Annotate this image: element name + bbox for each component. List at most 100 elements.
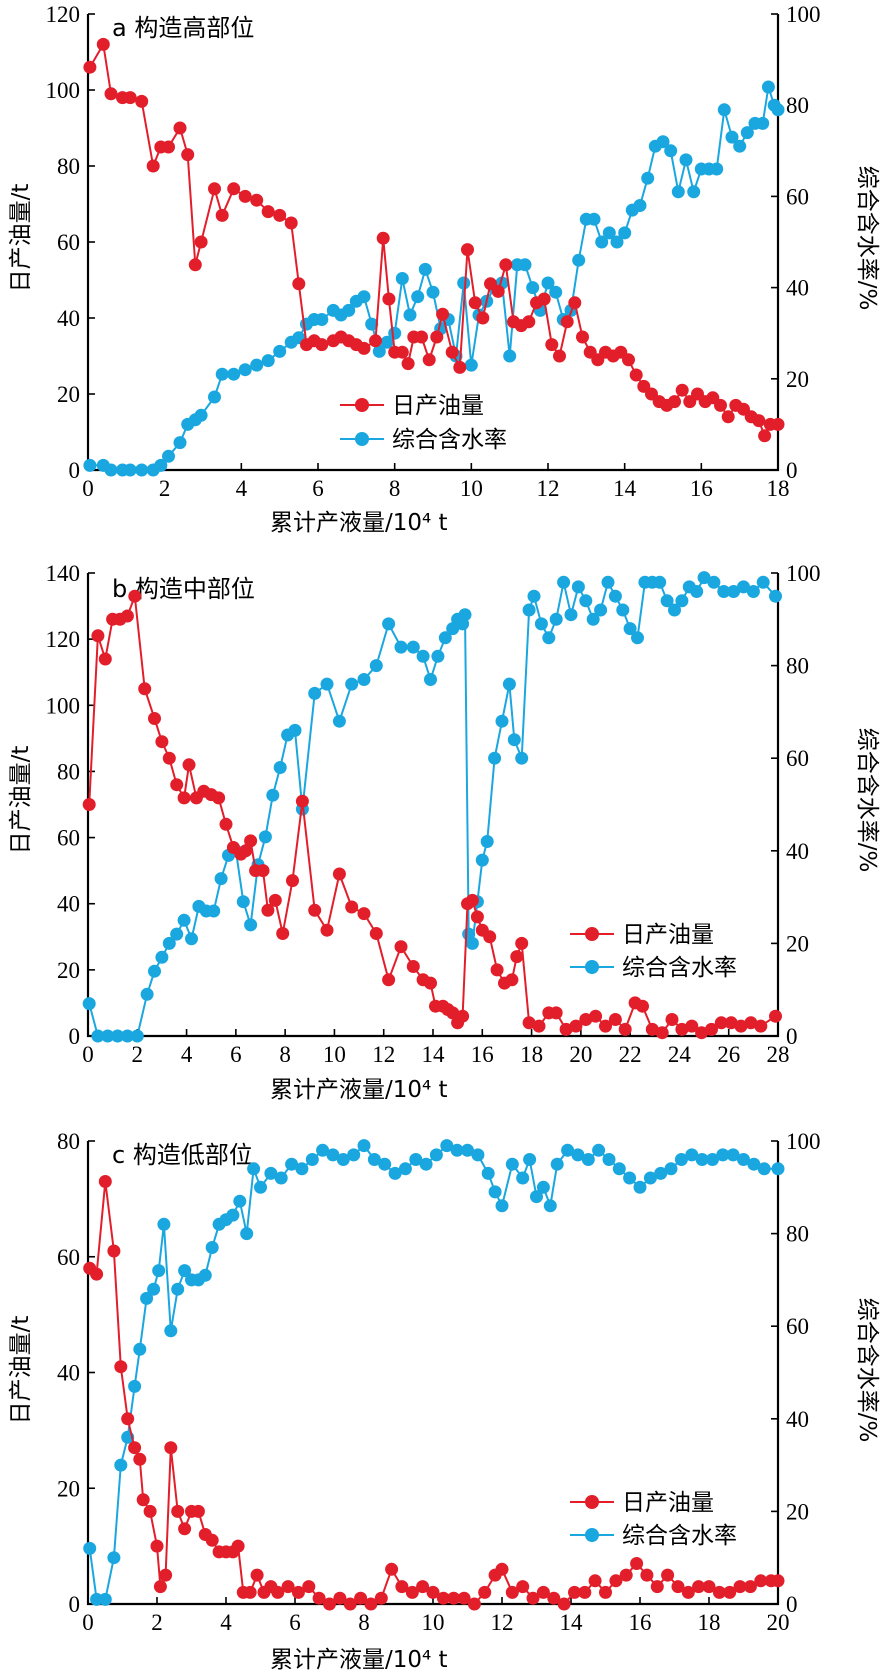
x-tick-label: 4	[236, 476, 248, 501]
data-point-water	[238, 363, 252, 377]
data-point-water	[431, 649, 445, 663]
data-point-water	[236, 895, 250, 909]
x-tick-label: 4	[181, 1042, 193, 1067]
x-tick-label: 26	[717, 1042, 740, 1067]
y-tick-label: 100	[46, 78, 81, 103]
data-point-water	[369, 659, 383, 673]
data-point-water	[543, 1199, 557, 1213]
x-tick-label: 18	[520, 1042, 543, 1067]
data-point-oil	[453, 360, 467, 374]
data-point-water	[475, 853, 489, 867]
data-point-oil	[695, 1026, 709, 1040]
data-point-water	[288, 723, 302, 737]
data-point-water	[737, 580, 750, 594]
data-point-oil	[705, 1022, 718, 1036]
data-point-oil	[456, 1009, 470, 1023]
data-point-water	[660, 594, 674, 608]
data-point-water	[610, 235, 624, 249]
data-point-oil	[96, 37, 110, 51]
data-point-oil	[374, 1591, 388, 1605]
data-point-water	[162, 936, 176, 950]
data-point-oil	[401, 357, 415, 371]
y2-tick-label: 40	[786, 1407, 809, 1432]
x-tick-label: 14	[422, 1042, 446, 1067]
data-point-oil	[291, 1585, 305, 1599]
data-point-water	[488, 1185, 502, 1199]
data-point-oil	[468, 296, 482, 310]
x-tick-label: 14	[613, 476, 637, 501]
data-point-water	[258, 830, 272, 844]
x-tick-label: 0	[82, 1042, 94, 1067]
legend-oil-marker	[355, 398, 369, 412]
data-point-water	[549, 612, 563, 626]
y2-tick-label: 20	[786, 931, 809, 956]
panel-a-high-structure: a 构造高部位 累计产液量/10⁴ t 日产油量/t 综合含水率/% 日产油量 …	[8, 2, 880, 536]
x-tick-label: 16	[629, 1610, 652, 1635]
data-point-water	[171, 1282, 185, 1296]
data-point-oil	[284, 216, 298, 230]
data-point-water	[215, 367, 229, 381]
data-point-oil	[569, 1019, 583, 1033]
legend-water-label: 综合含水率	[622, 955, 737, 981]
data-point-oil	[219, 817, 233, 831]
data-point-water	[398, 1162, 412, 1176]
x-tick-label: 6	[312, 476, 324, 501]
data-point-water	[717, 585, 731, 598]
data-point-oil	[426, 1585, 440, 1599]
data-point-water	[336, 1153, 350, 1166]
panel-c-low-structure: c 构造低部位 累计产液量/10⁴ t 日产油量/t 综合含水率/% 日产油量 …	[8, 1129, 880, 1673]
y2-axis-title: 综合含水率/%	[854, 728, 880, 873]
y2-tick-label: 100	[786, 561, 821, 586]
data-point-oil	[754, 1574, 768, 1588]
data-point-water	[357, 290, 371, 304]
data-point-water	[316, 1143, 330, 1157]
data-point-water	[522, 603, 536, 617]
data-point-water	[664, 1162, 678, 1176]
data-point-oil	[146, 159, 160, 173]
y-tick-label: 80	[57, 154, 80, 179]
data-point-water	[295, 1162, 309, 1176]
x-tick-label: 0	[82, 1610, 94, 1635]
data-point-water	[608, 589, 622, 603]
data-point-oil	[608, 1013, 622, 1026]
data-point-oil	[250, 1568, 264, 1582]
data-point-oil	[436, 307, 450, 321]
data-point-water	[382, 617, 396, 631]
data-point-oil	[671, 1580, 685, 1594]
data-point-water	[233, 1194, 247, 1208]
data-point-oil	[599, 1019, 612, 1033]
data-point-oil	[315, 338, 329, 352]
data-point-oil	[424, 976, 437, 990]
x-axis-title: 累计产液量/10⁴ t	[270, 1077, 448, 1103]
data-point-water	[717, 103, 731, 117]
data-point-water	[416, 649, 430, 663]
data-point-oil	[170, 778, 184, 792]
data-point-water	[725, 130, 739, 144]
x-tick-label: 8	[389, 476, 401, 501]
data-point-oil	[357, 907, 371, 921]
data-point-water	[675, 594, 689, 608]
data-point-oil	[281, 1580, 295, 1594]
y-tick-label: 40	[57, 892, 80, 917]
data-point-water	[148, 964, 161, 978]
data-point-oil	[495, 1562, 509, 1576]
data-point-water	[91, 1029, 105, 1043]
y2-tick-label: 100	[786, 1129, 821, 1154]
data-point-water	[147, 1282, 161, 1296]
data-point-water	[315, 313, 329, 326]
data-point-oil	[446, 1006, 460, 1020]
y-tick-label: 60	[57, 826, 80, 851]
x-tick-label: 24	[668, 1042, 692, 1067]
data-point-oil	[238, 189, 252, 203]
data-point-water	[347, 1148, 361, 1162]
data-point-oil	[261, 205, 275, 219]
legend-oil-marker	[585, 1495, 599, 1509]
data-point-water	[198, 1268, 212, 1282]
y2-tick-label: 0	[786, 458, 798, 483]
data-point-water	[326, 1148, 340, 1162]
data-point-oil	[483, 930, 497, 944]
x-tick-label: 0	[82, 476, 94, 501]
data-point-water	[247, 1162, 261, 1176]
data-point-oil	[194, 235, 208, 249]
